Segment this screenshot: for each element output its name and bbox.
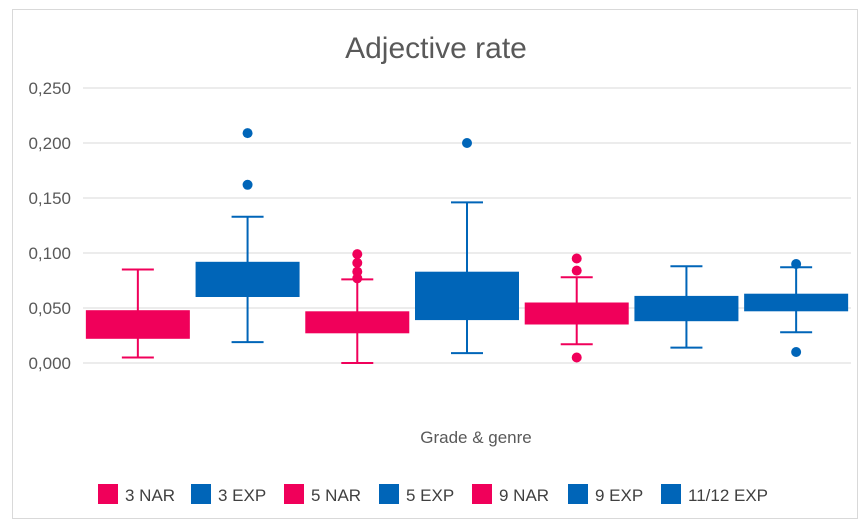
box-plot-chart: Adjective rate 0,000 0,050 0,100 0,150 0,200… bbox=[28, 32, 851, 505]
legend-label: 3 EXP bbox=[218, 486, 266, 505]
outlier-point bbox=[352, 266, 363, 277]
chart-frame: Adjective rate 0,000 0,050 0,100 0,150 0,200… bbox=[12, 9, 858, 519]
legend-swatch bbox=[379, 484, 399, 504]
legend: 3 NAR 3 EXP 5 NAR 5 EXP 9 NAR 9 EXP 11/12 EXP bbox=[98, 484, 768, 505]
y-tick-label: 0,050 bbox=[28, 299, 71, 318]
box-3-exp bbox=[195, 128, 300, 344]
legend-entry: 5 NAR bbox=[284, 484, 361, 505]
legend-entry: 9 EXP bbox=[568, 484, 643, 505]
box-iqr bbox=[305, 311, 410, 334]
y-tick-label: 0,250 bbox=[28, 79, 71, 98]
y-tick-label: 0,100 bbox=[28, 244, 71, 263]
box-5-nar bbox=[305, 249, 410, 364]
legend-swatch bbox=[284, 484, 304, 504]
legend-swatch bbox=[661, 484, 681, 504]
box-9-exp bbox=[634, 265, 739, 349]
legend-entry: 3 NAR bbox=[98, 484, 175, 505]
outlier-point bbox=[571, 265, 582, 276]
legend-swatch bbox=[568, 484, 588, 504]
box-iqr bbox=[85, 310, 190, 339]
legend-swatch bbox=[191, 484, 211, 504]
box-iqr bbox=[634, 295, 739, 322]
legend-entry: 11/12 EXP bbox=[661, 484, 768, 505]
y-tick-label: 0,200 bbox=[28, 134, 71, 153]
legend-entry: 5 EXP bbox=[379, 484, 454, 505]
box-3-nar bbox=[85, 268, 190, 359]
y-axis-ticks: 0,000 0,050 0,100 0,150 0,200 0,250 bbox=[28, 79, 71, 373]
legend-swatch bbox=[98, 484, 118, 504]
outlier-point bbox=[462, 138, 472, 148]
y-tick-label: 0,000 bbox=[28, 354, 71, 373]
box-11-12-exp bbox=[744, 259, 849, 357]
box-9-nar bbox=[524, 253, 629, 363]
box-iqr bbox=[415, 271, 519, 321]
chart-title: Adjective rate bbox=[345, 32, 527, 65]
outlier-point bbox=[352, 257, 363, 268]
outlier-point bbox=[242, 179, 253, 190]
outlier-point bbox=[791, 347, 802, 357]
box-iqr bbox=[195, 261, 300, 297]
legend-label: 5 EXP bbox=[406, 486, 454, 505]
x-axis-title: Grade & genre bbox=[420, 428, 532, 447]
legend-label: 5 NAR bbox=[311, 486, 361, 505]
outlier-point bbox=[571, 352, 582, 363]
legend-entry: 9 NAR bbox=[472, 484, 549, 505]
outlier-point bbox=[571, 253, 582, 264]
outlier-point bbox=[791, 259, 802, 269]
legend-label: 3 NAR bbox=[125, 486, 175, 505]
box-series bbox=[85, 128, 849, 364]
box-iqr bbox=[524, 302, 629, 325]
y-tick-label: 0,150 bbox=[28, 189, 71, 208]
legend-swatch bbox=[472, 484, 492, 504]
outlier-point bbox=[352, 249, 363, 260]
legend-label: 9 EXP bbox=[595, 486, 643, 505]
box-5-exp bbox=[415, 138, 519, 355]
outlier-point bbox=[242, 128, 253, 139]
legend-label: 11/12 EXP bbox=[688, 486, 768, 505]
legend-label: 9 NAR bbox=[499, 486, 549, 505]
box-iqr bbox=[744, 293, 849, 312]
legend-entry: 3 EXP bbox=[191, 484, 266, 505]
